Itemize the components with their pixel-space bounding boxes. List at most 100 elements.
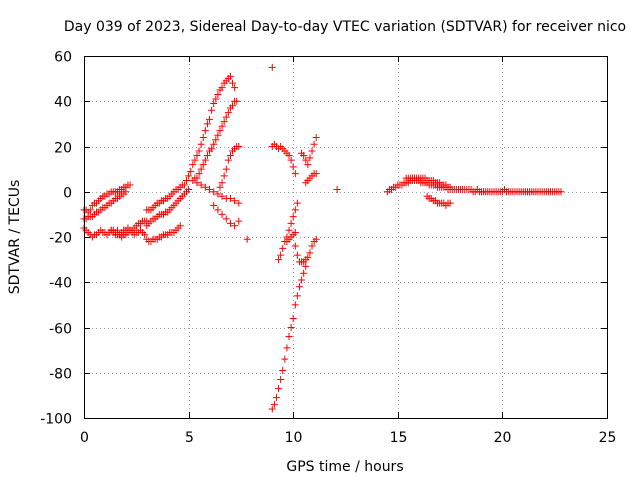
data-point: [176, 222, 184, 230]
data-point: [226, 219, 234, 227]
data-point: [300, 152, 308, 160]
data-point: [229, 79, 237, 87]
data-point: [300, 269, 308, 277]
data-point: [197, 140, 205, 148]
data-point: [216, 183, 224, 191]
data-point: [141, 231, 149, 239]
data-point: [220, 118, 228, 126]
data-point: [218, 179, 226, 187]
data-point: [291, 228, 299, 236]
data-point: [289, 213, 297, 221]
data-point: [214, 90, 222, 98]
x-tick-labels: 0 5 10 15 20 25: [80, 430, 616, 446]
data-point: [306, 154, 314, 162]
data-point: [243, 235, 251, 243]
y-tick-label: -40: [49, 276, 72, 292]
data-point: [231, 197, 239, 205]
data-point: [201, 183, 209, 191]
data-point: [277, 376, 285, 384]
data-point: [208, 106, 216, 114]
y-tick-label: 60: [54, 50, 72, 66]
data-point: [218, 210, 226, 218]
data-point: [291, 206, 299, 214]
data-point: [201, 127, 209, 135]
data-point: [226, 152, 234, 160]
data-point: [333, 185, 341, 193]
data-point: [312, 133, 320, 141]
data-point: [287, 324, 295, 331]
data-point: [210, 140, 218, 148]
data-point: [289, 163, 297, 171]
data-point: [183, 176, 191, 184]
data-point: [201, 156, 209, 164]
x-axis-title: GPS time / hours: [286, 459, 403, 475]
y-tick-label: -100: [40, 412, 72, 428]
data-point: [199, 133, 207, 141]
data-point: [229, 102, 237, 110]
data-point: [275, 256, 283, 264]
data-point: [304, 161, 312, 169]
data-point: [268, 405, 276, 413]
data-point: [293, 292, 301, 300]
data-point: [216, 127, 224, 135]
data-point: [293, 251, 301, 259]
data-point: [291, 170, 299, 178]
data-point: [195, 147, 203, 155]
data-point: [231, 84, 239, 92]
data-point: [222, 215, 230, 223]
data-point: [208, 145, 216, 153]
data-point: [287, 156, 295, 164]
y-tick-label: -60: [49, 322, 72, 338]
data-point: [197, 181, 205, 189]
x-tick-label: 25: [599, 430, 617, 446]
data-point: [126, 181, 134, 189]
data-point: [220, 172, 228, 180]
axis-ticks: [84, 56, 608, 419]
data-point: [298, 276, 306, 284]
data-point: [291, 301, 299, 309]
data-point: [235, 217, 243, 225]
data-point: [189, 161, 197, 169]
data-point: [203, 120, 211, 128]
data-point: [210, 100, 218, 108]
data-point: [206, 185, 214, 193]
data-point: [312, 170, 320, 178]
data-point: [226, 72, 234, 80]
data-point: [291, 242, 299, 250]
data-point: [224, 156, 232, 164]
data-point: [210, 201, 218, 209]
data-point: [308, 242, 316, 250]
data-point: [285, 333, 293, 341]
data-point: [270, 400, 278, 408]
data-point: [235, 199, 243, 207]
data-point: [231, 222, 239, 230]
x-tick-label: 5: [185, 430, 194, 446]
data-point: [283, 344, 291, 352]
data-point: [212, 95, 220, 103]
data-point: [233, 97, 241, 105]
data-point: [214, 190, 222, 198]
data-points: [80, 63, 565, 413]
data-point: [195, 170, 203, 178]
data-point: [193, 179, 201, 187]
x-tick-label: 0: [80, 430, 89, 446]
data-point: [226, 195, 234, 203]
data-point: [304, 253, 312, 261]
data-point: [214, 131, 222, 139]
data-point: [199, 161, 207, 169]
data-point: [218, 192, 226, 200]
y-tick-label: -80: [49, 367, 72, 383]
data-point: [235, 143, 243, 150]
data-point: [306, 249, 314, 257]
data-point: [86, 206, 94, 214]
y-tick-label: 40: [54, 95, 72, 111]
data-point: [295, 283, 303, 291]
data-point: [287, 219, 295, 227]
data-point: [308, 147, 316, 155]
data-point: [222, 165, 230, 173]
data-point: [222, 113, 230, 121]
y-tick-label: -20: [49, 231, 72, 247]
data-point: [272, 394, 280, 402]
data-point: [281, 355, 289, 363]
